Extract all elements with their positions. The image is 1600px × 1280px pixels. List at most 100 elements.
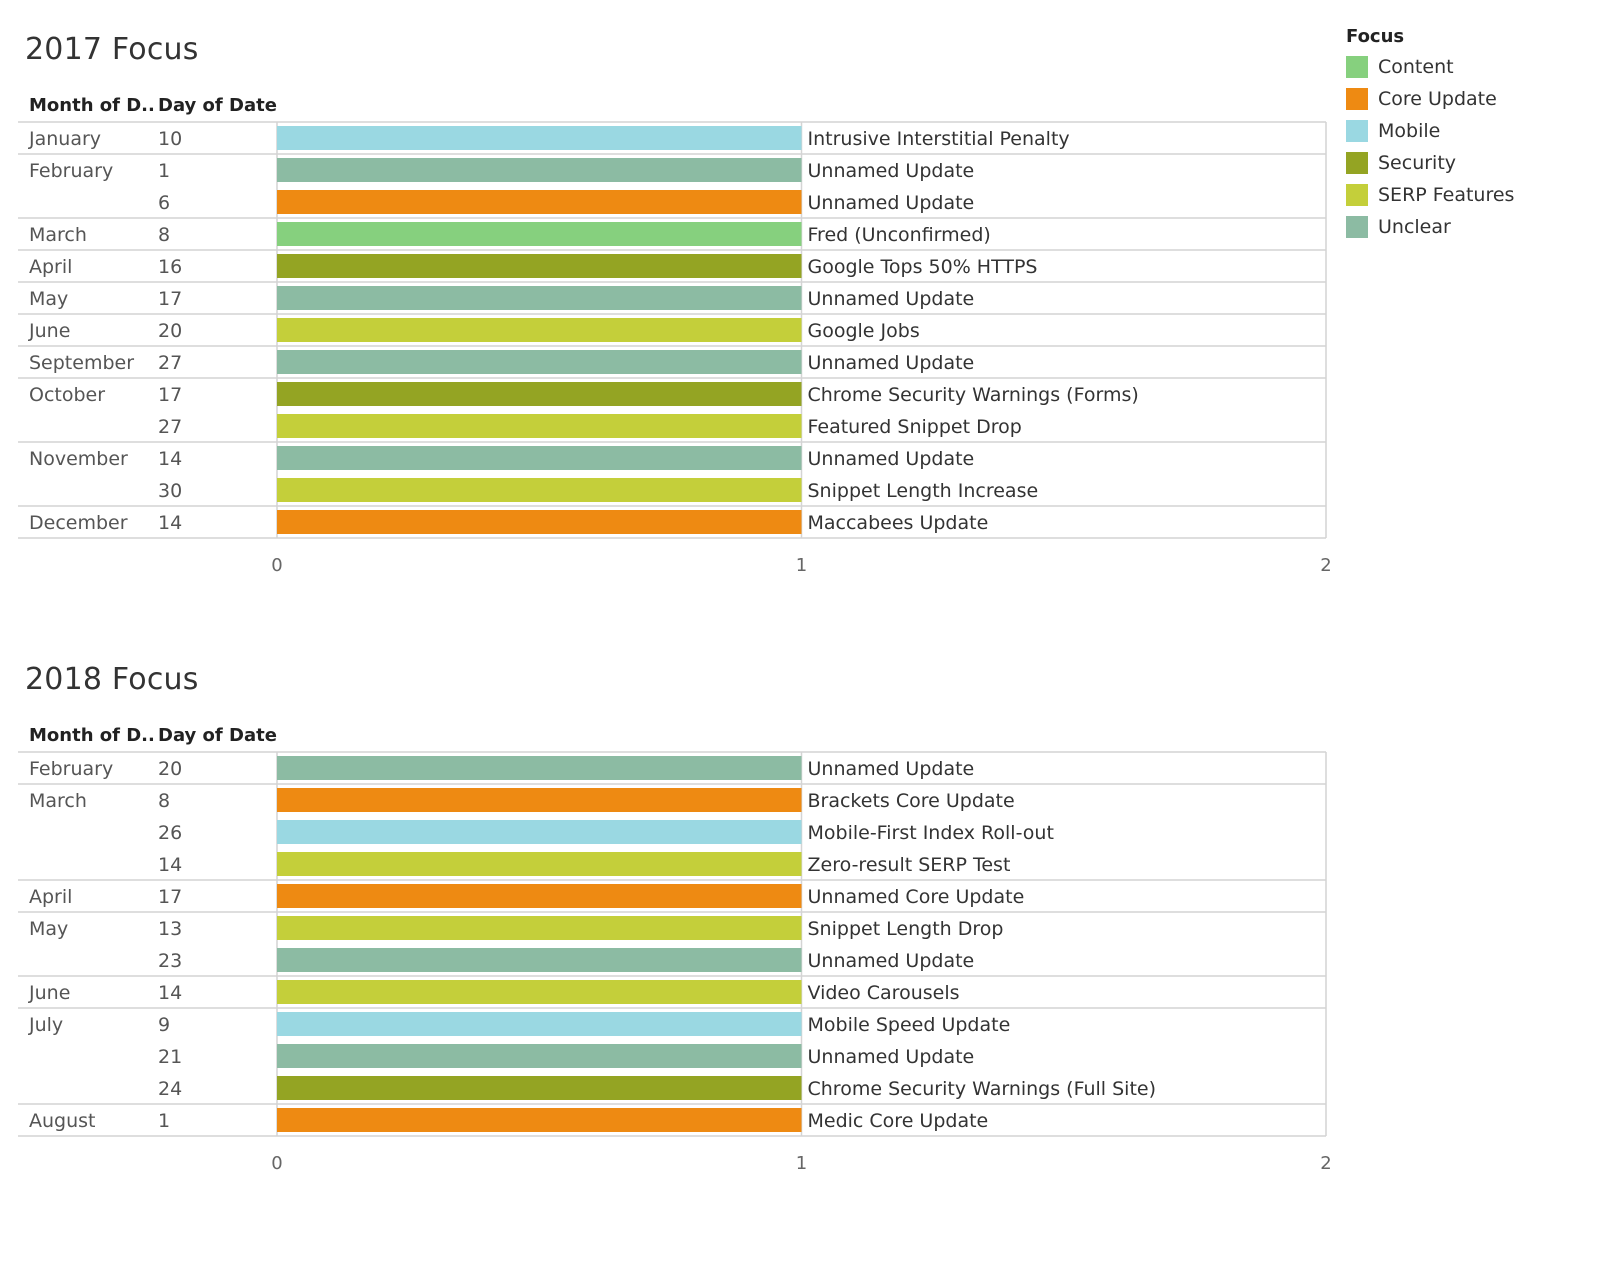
bar [277, 916, 802, 940]
bar-label: Unnamed Update [808, 192, 975, 214]
day-label: 20 [158, 758, 182, 780]
day-label: 17 [158, 886, 182, 908]
bar-label: Unnamed Update [808, 1046, 975, 1068]
legend-item-unclear[interactable]: Unclear [1346, 211, 1514, 243]
month-label: May [29, 288, 68, 310]
bar [277, 820, 802, 844]
legend-swatch [1346, 88, 1368, 110]
bar [277, 1076, 802, 1100]
bar-label: Unnamed Update [808, 950, 975, 972]
bar-label: Fred (Unconfirmed) [808, 224, 991, 246]
bar-label: Unnamed Core Update [808, 886, 1025, 908]
x-tick-label: 1 [796, 555, 807, 576]
legend-swatch [1346, 152, 1368, 174]
day-label: 14 [158, 982, 182, 1004]
day-label: 8 [158, 224, 170, 246]
legend-label: Security [1378, 152, 1457, 174]
bar-label: Google Tops 50% HTTPS [808, 256, 1038, 278]
legend-item-mobile[interactable]: Mobile [1346, 115, 1514, 147]
bar-label: Mobile-First Index Roll-out [808, 822, 1054, 844]
bar-label: Medic Core Update [808, 1110, 989, 1132]
bar-label: Featured Snippet Drop [808, 416, 1022, 438]
month-label: July [28, 1014, 63, 1036]
month-label: March [29, 224, 87, 246]
month-label: August [29, 1110, 96, 1132]
x-tick-label: 1 [796, 1153, 807, 1174]
bar-label: Unnamed Update [808, 758, 975, 780]
bar [277, 350, 802, 374]
bar [277, 510, 802, 534]
day-label: 1 [158, 1110, 170, 1132]
month-label: February [29, 758, 113, 780]
bar [277, 190, 802, 214]
day-label: 6 [158, 192, 170, 214]
bar-label: Unnamed Update [808, 160, 975, 182]
month-label: January [28, 128, 101, 150]
day-label: 10 [158, 128, 182, 150]
legend: Focus Content Core Update Mobile Securit… [1346, 26, 1514, 243]
bar [277, 884, 802, 908]
day-label: 26 [158, 822, 182, 844]
bar [277, 1012, 802, 1036]
day-column-header: Day of Date [158, 95, 277, 116]
day-label: 30 [158, 480, 182, 502]
chart-title: 2017 Focus [25, 32, 199, 67]
bar [277, 446, 802, 470]
bar-label: Snippet Length Increase [808, 480, 1039, 502]
chart-2017: January 10 Intrusive Interstitial PenaltyF… [18, 121, 1332, 576]
bar-label: Video Carousels [808, 982, 960, 1004]
legend-swatch [1346, 56, 1368, 78]
day-label: 24 [158, 1078, 182, 1100]
bar-label: Snippet Length Drop [808, 918, 1004, 940]
legend-label: SERP Features [1378, 184, 1515, 206]
day-label: 20 [158, 320, 182, 342]
month-label: June [28, 982, 70, 1004]
bar-label: Unnamed Update [808, 288, 975, 310]
month-label: April [29, 886, 72, 908]
bar [277, 318, 802, 342]
legend-item-content[interactable]: Content [1346, 51, 1514, 83]
legend-swatch [1346, 184, 1368, 206]
bar-label: Chrome Security Warnings (Forms) [808, 384, 1139, 406]
day-label: 23 [158, 950, 182, 972]
legend-item-security[interactable]: Security [1346, 147, 1514, 179]
month-label: November [29, 448, 128, 470]
day-label: 17 [158, 288, 182, 310]
month-column-header: Month of D.. [29, 95, 155, 116]
month-column-header: Month of D.. [29, 725, 155, 746]
bar [277, 852, 802, 876]
chart-title: 2018 Focus [25, 662, 199, 697]
day-label: 1 [158, 160, 170, 182]
month-label: May [29, 918, 68, 940]
bar [277, 414, 802, 438]
month-label: December [29, 512, 128, 534]
bar [277, 1108, 802, 1132]
bar [277, 158, 802, 182]
legend-label: Unclear [1378, 216, 1451, 238]
day-label: 14 [158, 512, 182, 534]
day-label: 17 [158, 384, 182, 406]
legend-label: Core Update [1378, 88, 1497, 110]
month-label: February [29, 160, 113, 182]
bar-label: Google Jobs [808, 320, 920, 342]
bar-label: Unnamed Update [808, 352, 975, 374]
legend-item-serp-features[interactable]: SERP Features [1346, 179, 1514, 211]
legend-item-core-update[interactable]: Core Update [1346, 83, 1514, 115]
x-tick-label: 2 [1320, 555, 1331, 576]
x-tick-label: 0 [271, 1153, 282, 1174]
day-label: 27 [158, 352, 182, 374]
bar [277, 756, 802, 780]
bar [277, 980, 802, 1004]
day-label: 14 [158, 854, 182, 876]
legend-swatch [1346, 120, 1368, 142]
day-label: 13 [158, 918, 182, 940]
day-label: 16 [158, 256, 182, 278]
month-label: October [29, 384, 105, 406]
month-label: March [29, 790, 87, 812]
bar [277, 286, 802, 310]
day-column-header: Day of Date [158, 725, 277, 746]
bar [277, 254, 802, 278]
bar-label: Chrome Security Warnings (Full Site) [808, 1078, 1157, 1100]
bar [277, 478, 802, 502]
